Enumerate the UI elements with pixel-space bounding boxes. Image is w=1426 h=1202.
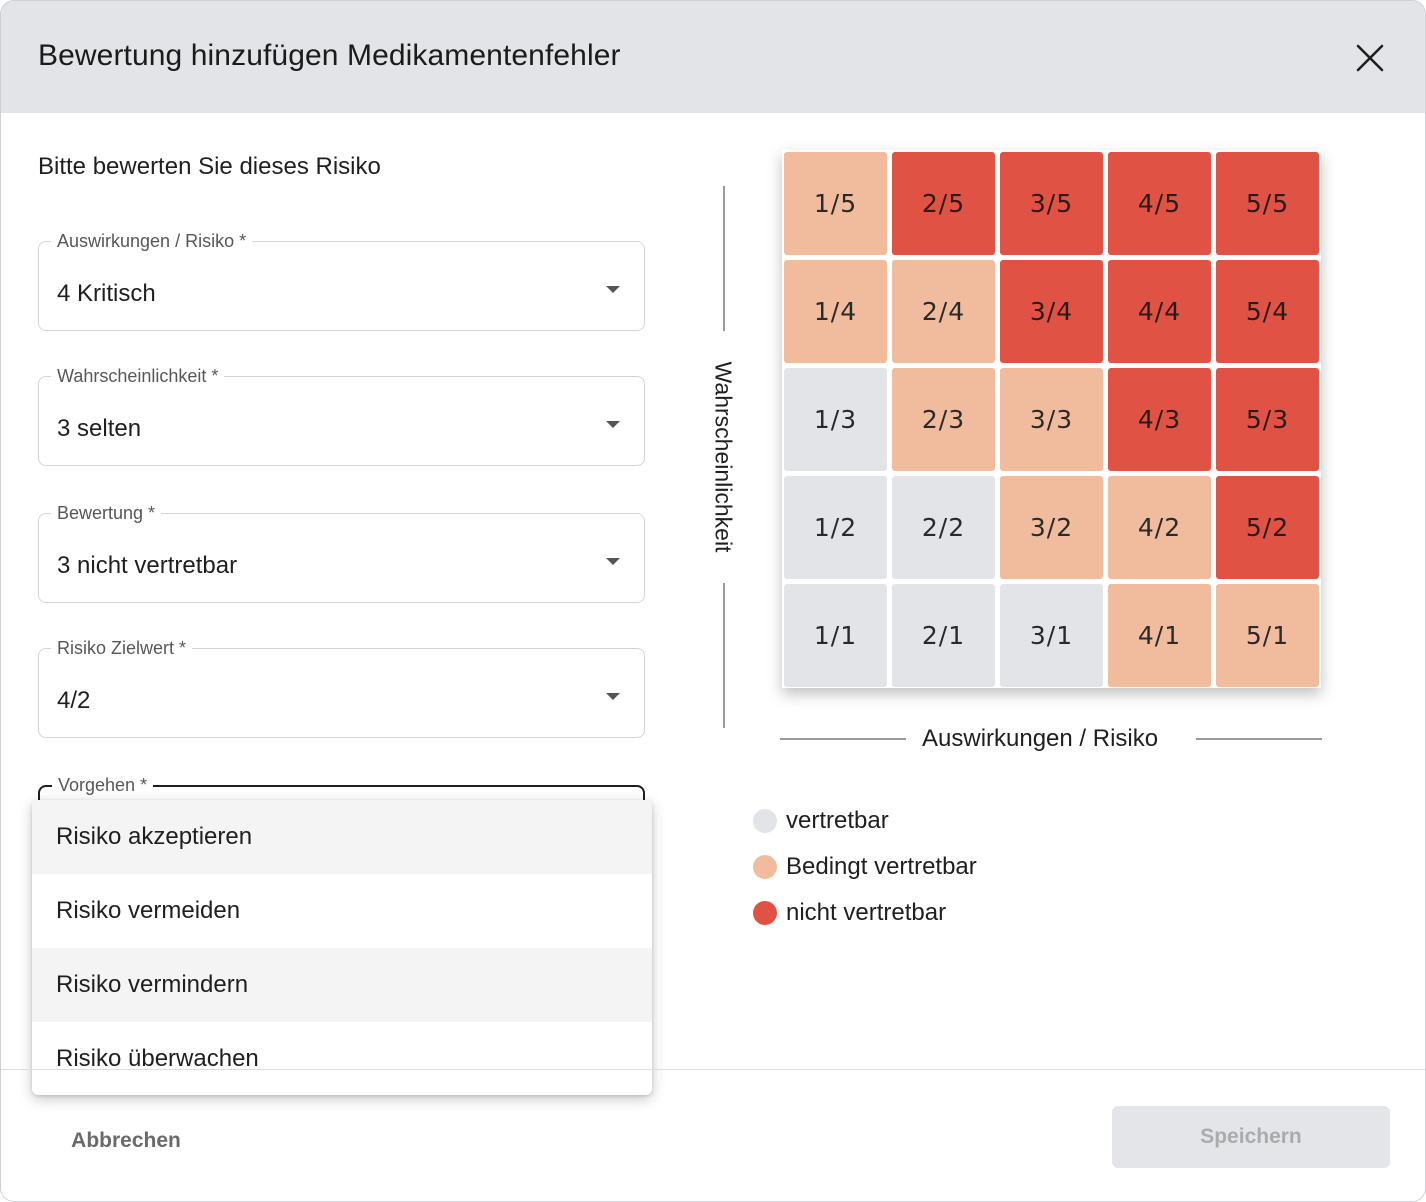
matrix-cell[interactable]: 2/5 — [892, 152, 995, 255]
x-axis-label: Auswirkungen / Risiko — [922, 725, 1159, 752]
matrix-cell[interactable]: 2/1 — [892, 584, 995, 687]
matrix-cell[interactable]: 2/3 — [892, 368, 995, 471]
matrix-cell[interactable]: 3/5 — [1000, 152, 1103, 255]
dialog-header: Bewertung hinzufügen Medikamentenfehler — [1, 1, 1425, 113]
legend-item-unacceptable: nicht vertretbar — [753, 898, 946, 928]
matrix-cell[interactable]: 5/5 — [1216, 152, 1319, 255]
matrix-cell[interactable]: 4/3 — [1108, 368, 1211, 471]
option-accept-risk[interactable]: Risiko akzeptieren — [32, 800, 652, 874]
probability-value: 3 selten — [57, 415, 142, 442]
legend-dot-red — [753, 901, 777, 925]
matrix-cell[interactable]: 5/4 — [1216, 260, 1319, 363]
legend-dot-grey — [753, 809, 777, 833]
x-axis-line-left — [780, 738, 906, 740]
matrix-cell[interactable]: 3/1 — [1000, 584, 1103, 687]
matrix-cell[interactable]: 2/2 — [892, 476, 995, 579]
legend-dot-orange — [753, 855, 777, 879]
rating-label: Bewertung * — [51, 500, 162, 526]
dialog-title: Bewertung hinzufügen Medikamentenfehler — [38, 39, 621, 72]
matrix-cell[interactable]: 3/2 — [1000, 476, 1103, 579]
save-button[interactable]: Speichern — [1112, 1106, 1390, 1168]
rating-select[interactable]: Bewertung * 3 nicht vertretbar — [38, 500, 645, 603]
matrix-cell[interactable]: 1/4 — [784, 260, 887, 363]
target-risk-select[interactable]: Risiko Zielwert * 4/2 — [38, 635, 645, 738]
matrix-cell[interactable]: 1/2 — [784, 476, 887, 579]
matrix-cell[interactable]: 3/4 — [1000, 260, 1103, 363]
legend-label: Bedingt vertretbar — [786, 853, 977, 880]
matrix-cell[interactable]: 1/3 — [784, 368, 887, 471]
matrix-cell[interactable]: 1/5 — [784, 152, 887, 255]
legend-item-acceptable: vertretbar — [753, 806, 889, 836]
matrix-cell[interactable]: 5/2 — [1216, 476, 1319, 579]
approach-label: Vorgehen * — [52, 772, 154, 798]
approach-dropdown-menu: Risiko akzeptieren Risiko vermeiden Risi… — [32, 800, 652, 1095]
matrix-cell[interactable]: 4/4 — [1108, 260, 1211, 363]
probability-select[interactable]: Wahrscheinlichkeit * 3 selten — [38, 363, 645, 466]
chevron-down-icon — [606, 558, 620, 565]
option-monitor-risk[interactable]: Risiko überwachen — [56, 1045, 259, 1072]
impact-select[interactable]: Auswirkungen / Risiko * 4 Kritisch — [38, 228, 645, 331]
close-icon — [1356, 44, 1384, 72]
matrix-cell[interactable]: 2/4 — [892, 260, 995, 363]
risk-matrix: 1/5 2/5 3/5 4/5 5/5 1/4 2/4 3/4 4/4 5/4 1/3 2/3 3/3 4… — [782, 150, 1321, 688]
legend-label: vertretbar — [786, 807, 889, 834]
impact-value: 4 Kritisch — [57, 280, 156, 307]
matrix-cell[interactable]: 1/1 — [784, 584, 887, 687]
matrix-cell[interactable]: 3/3 — [1000, 368, 1103, 471]
chevron-down-icon — [606, 286, 620, 293]
matrix-cell[interactable]: 4/2 — [1108, 476, 1211, 579]
matrix-cell[interactable]: 4/1 — [1108, 584, 1211, 687]
legend-item-conditional: Bedingt vertretbar — [753, 852, 977, 882]
chevron-down-icon — [606, 693, 620, 700]
matrix-cell[interactable]: 5/3 — [1216, 368, 1319, 471]
close-button[interactable] — [1349, 37, 1391, 79]
matrix-cell[interactable]: 5/1 — [1216, 584, 1319, 687]
x-axis-line-right — [1196, 738, 1322, 740]
option-avoid-risk[interactable]: Risiko vermeiden — [56, 897, 241, 924]
matrix-cell[interactable]: 4/5 — [1108, 152, 1211, 255]
chevron-down-icon — [606, 421, 620, 428]
y-axis-line-top — [723, 186, 725, 331]
y-axis-line-bottom — [723, 583, 725, 728]
footer-divider — [1, 1069, 1425, 1070]
cancel-button[interactable]: Abbrechen — [71, 1129, 181, 1152]
y-axis-label: Wahrscheinlichkeit — [710, 361, 737, 553]
target-risk-label: Risiko Zielwert * — [51, 635, 193, 661]
instruction-text: Bitte bewerten Sie dieses Risiko — [38, 153, 381, 180]
probability-label: Wahrscheinlichkeit * — [51, 363, 225, 389]
rating-value: 3 nicht vertretbar — [57, 552, 238, 579]
impact-label: Auswirkungen / Risiko * — [51, 228, 253, 254]
option-reduce-risk[interactable]: Risiko vermindern — [32, 948, 652, 1022]
legend-label: nicht vertretbar — [786, 899, 947, 926]
target-risk-value: 4/2 — [57, 687, 91, 714]
